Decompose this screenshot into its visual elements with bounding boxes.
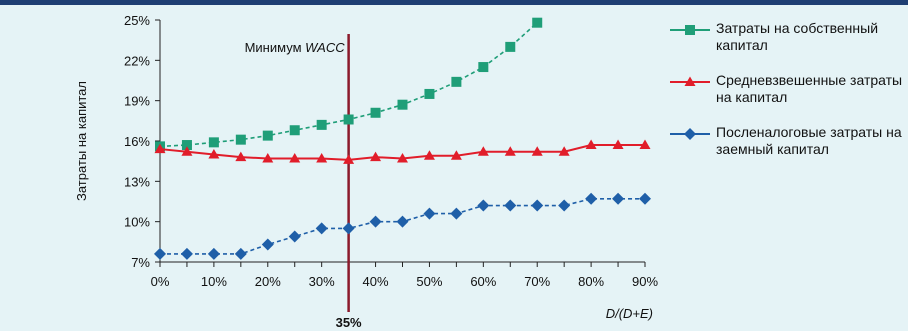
data-point-diamond <box>288 230 301 243</box>
data-point-square <box>478 62 489 73</box>
legend: Затраты на собственный капитал Средневзв… <box>668 20 908 176</box>
data-point-triangle <box>343 154 355 164</box>
data-point-square <box>505 41 516 52</box>
data-point-square <box>181 140 192 151</box>
legend-marker-triangle <box>684 76 696 86</box>
x-tick-label: 60% <box>470 274 496 289</box>
legend-marker-square <box>685 25 695 35</box>
data-point-triangle <box>181 146 193 156</box>
data-point-diamond <box>180 247 193 260</box>
data-point-triangle <box>531 146 543 156</box>
data-point-diamond <box>423 207 436 220</box>
x-tick-label: 90% <box>632 274 658 289</box>
x-tick-label: 50% <box>416 274 442 289</box>
data-point-triangle <box>558 146 570 156</box>
data-point-square <box>316 119 327 130</box>
data-point-diamond <box>558 199 571 212</box>
data-point-diamond <box>342 222 355 235</box>
y-tick-label: 16% <box>124 134 150 149</box>
legend-label-debt: Посленалоговые затраты на заемный капита… <box>716 124 902 157</box>
legend-swatch-wacc <box>670 76 710 86</box>
data-point-diamond <box>450 207 463 220</box>
data-point-triangle <box>450 150 462 160</box>
legend-item-equity: Затраты на собственный капитал <box>668 20 908 72</box>
data-point-triangle <box>612 139 624 150</box>
data-point-triangle <box>423 150 435 160</box>
data-point-square <box>451 76 462 87</box>
x-tick-label: 30% <box>309 274 335 289</box>
data-point-square <box>208 137 219 148</box>
x-tick-label: 70% <box>524 274 550 289</box>
legend-marker-diamond <box>684 128 696 140</box>
x-tick-label: 40% <box>363 274 389 289</box>
data-point-diamond <box>612 192 625 205</box>
data-point-diamond <box>639 192 651 205</box>
data-point-triangle <box>235 151 247 162</box>
data-point-diamond <box>369 215 382 228</box>
y-tick-label: 13% <box>124 174 150 189</box>
data-point-square <box>289 125 300 136</box>
data-point-square <box>370 107 381 118</box>
data-point-triangle <box>477 146 489 156</box>
data-point-triangle <box>504 146 516 156</box>
y-tick-label: 7% <box>131 255 150 270</box>
data-point-diamond <box>154 247 166 260</box>
data-point-diamond <box>234 247 247 260</box>
legend-swatch-equity <box>670 25 710 35</box>
data-point-square <box>397 99 408 110</box>
data-point-diamond <box>504 199 517 212</box>
x-tick-label: 10% <box>201 274 227 289</box>
data-point-square <box>262 130 273 141</box>
x-tick-label: 80% <box>578 274 604 289</box>
x-tick-label: 0% <box>151 274 170 289</box>
data-point-square <box>343 114 354 125</box>
data-point-triangle <box>316 152 328 163</box>
y-tick-label: 25% <box>124 13 150 28</box>
data-point-triangle <box>262 152 274 163</box>
data-point-diamond <box>477 199 490 212</box>
legend-label-wacc: Средневзвешенные затраты на капитал <box>716 72 903 105</box>
legend-item-wacc: Средневзвешенные затраты на капитал <box>668 72 908 124</box>
data-point-triangle <box>639 139 651 150</box>
y-tick-label: 10% <box>124 215 150 230</box>
data-point-triangle <box>370 151 382 162</box>
data-point-square <box>424 88 435 99</box>
data-point-diamond <box>207 247 220 260</box>
x-tick-label: 20% <box>255 274 281 289</box>
data-point-square <box>235 134 246 145</box>
legend-label-equity: Затраты на собственный капитал <box>716 20 879 53</box>
header-bar <box>0 0 908 5</box>
data-point-diamond <box>531 199 544 212</box>
data-point-square <box>532 17 543 28</box>
wacc-min-label: Минимум WACC <box>245 40 346 55</box>
y-tick-label: 19% <box>124 94 150 109</box>
data-point-diamond <box>396 215 409 228</box>
data-point-triangle <box>397 152 408 163</box>
wacc-min-value: 35% <box>336 315 362 330</box>
y-axis-title: Затраты на капитал <box>74 81 89 201</box>
data-point-diamond <box>315 222 328 235</box>
data-point-triangle <box>289 152 301 163</box>
legend-swatch-debt <box>670 128 710 140</box>
data-point-triangle <box>585 139 597 150</box>
data-point-diamond <box>585 192 598 205</box>
data-point-triangle <box>154 143 166 154</box>
data-point-triangle <box>208 148 220 159</box>
y-tick-label: 22% <box>124 53 150 68</box>
legend-item-debt: Посленалоговые затраты на заемный капита… <box>668 124 908 176</box>
x-axis-title: D/(D+E) <box>606 306 653 321</box>
data-point-diamond <box>261 238 274 251</box>
